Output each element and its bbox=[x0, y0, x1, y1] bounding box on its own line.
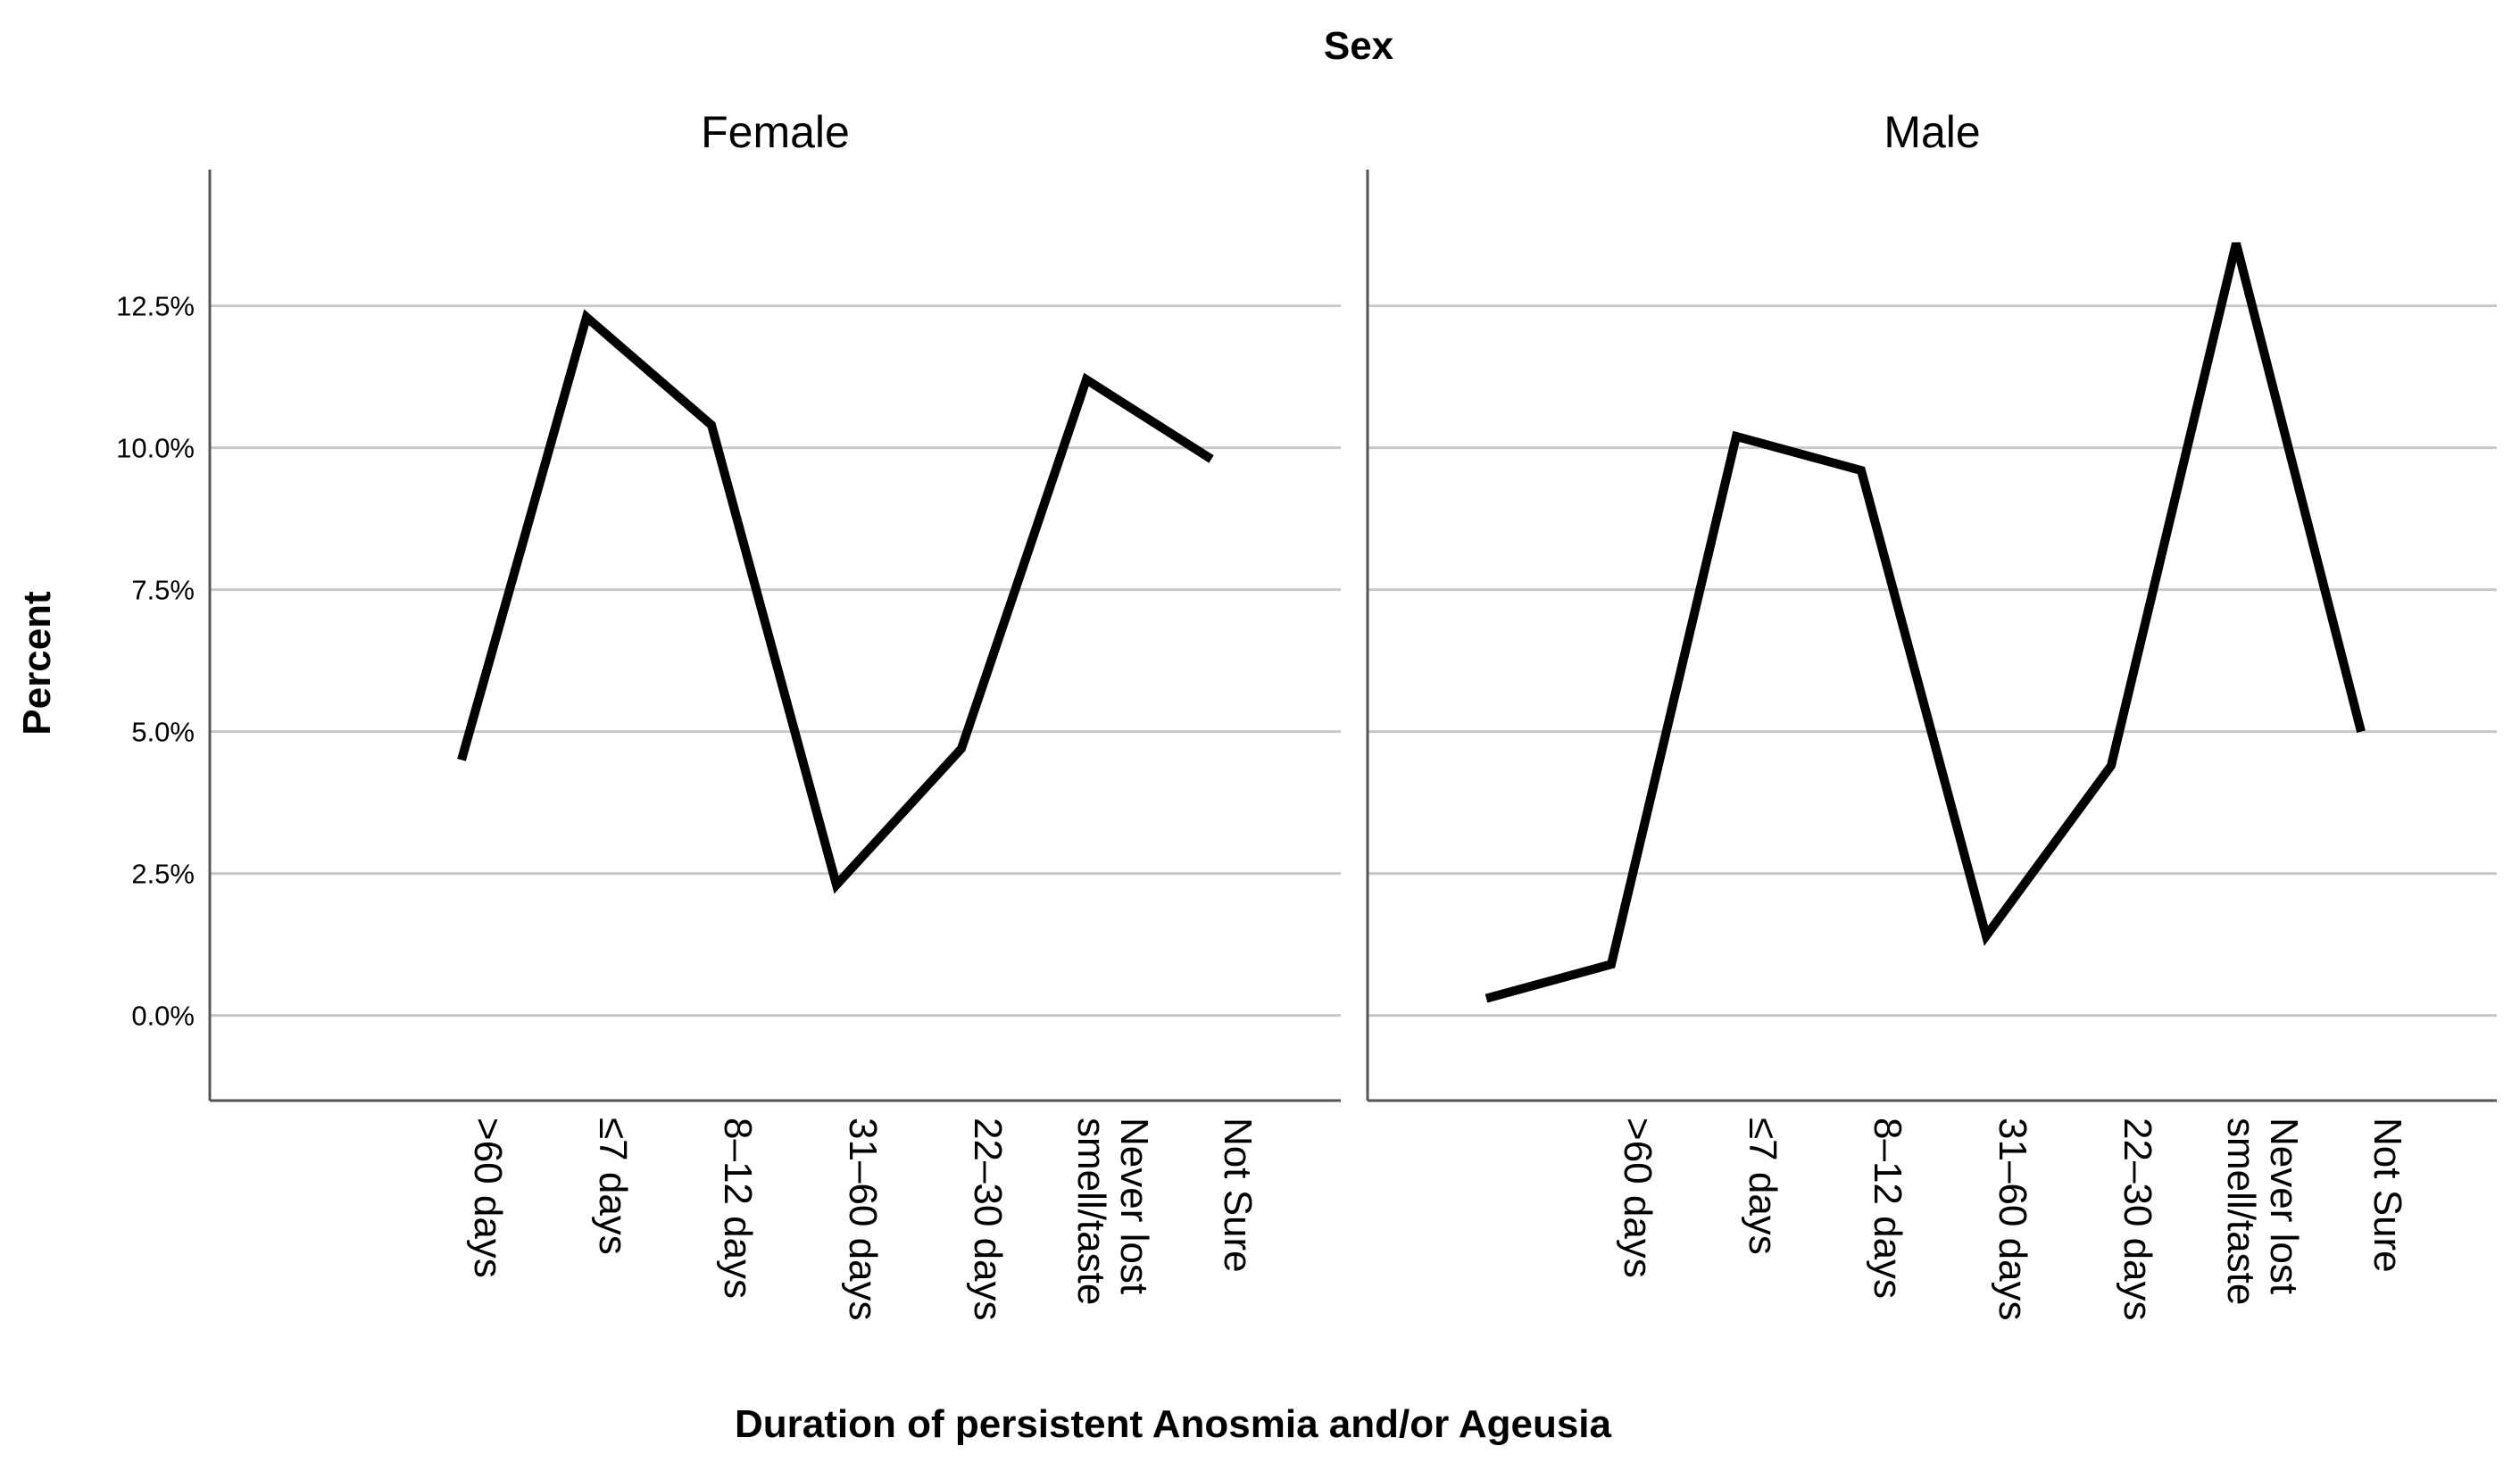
y-tick-label-1: 2.5% bbox=[131, 859, 195, 890]
plot-layer: Female 0.0% 2.5% 5.0% 7.5% 10.0% 12.5% >60 days… bbox=[116, 107, 2497, 1321]
series-line-male bbox=[1485, 242, 2366, 1003]
strip-title: Sex bbox=[1324, 24, 1394, 68]
y-axis-label: Percent bbox=[15, 591, 59, 736]
y-tick-label-0: 0.0% bbox=[131, 1001, 195, 1032]
x-tick-label-male-1: >60 days bbox=[1616, 1118, 1659, 1278]
x-tick-label-male-6-line1: smell/taste bbox=[2219, 1118, 2263, 1305]
x-tick-label-female-5-line0: Never lost bbox=[1112, 1118, 1156, 1294]
x-tick-label-male-4: 31–60 days bbox=[1991, 1118, 2034, 1321]
x-tick-label-female-4: 22–30 days bbox=[966, 1118, 1010, 1321]
panel-title-male: Male bbox=[1884, 107, 1980, 157]
series-line-female bbox=[457, 309, 1214, 894]
x-axis-label: Duration of persistent Anosmia and/or Ag… bbox=[735, 1402, 1612, 1446]
x-tick-label-female-6: Not Sure bbox=[1216, 1118, 1260, 1273]
x-tick-label-female-1: ≤7 days bbox=[591, 1118, 635, 1255]
y-tick-label-4: 10.0% bbox=[116, 433, 195, 464]
x-tick-label-male-7: Not Sure bbox=[2366, 1118, 2409, 1273]
x-tick-label-male-5: 22–30 days bbox=[2116, 1118, 2159, 1321]
x-tick-label-female-5-line1: smell/taste bbox=[1069, 1118, 1113, 1305]
x-tick-label-female-3: 31–60 days bbox=[841, 1118, 885, 1321]
x-tick-label-female-0: >60 days bbox=[466, 1118, 510, 1278]
panel-title-female: Female bbox=[701, 107, 850, 157]
y-tick-label-2: 5.0% bbox=[131, 717, 195, 748]
x-tick-label-male-3: 8–12 days bbox=[1866, 1118, 1909, 1299]
x-tick-label-male-2: ≤7 days bbox=[1741, 1118, 1784, 1255]
x-tick-label-female-2: 8–12 days bbox=[716, 1118, 760, 1299]
y-tick-label-3: 7.5% bbox=[131, 575, 195, 606]
x-tick-label-male-6-line0: Never lost bbox=[2262, 1118, 2306, 1294]
y-tick-label-5: 12.5% bbox=[116, 291, 195, 322]
